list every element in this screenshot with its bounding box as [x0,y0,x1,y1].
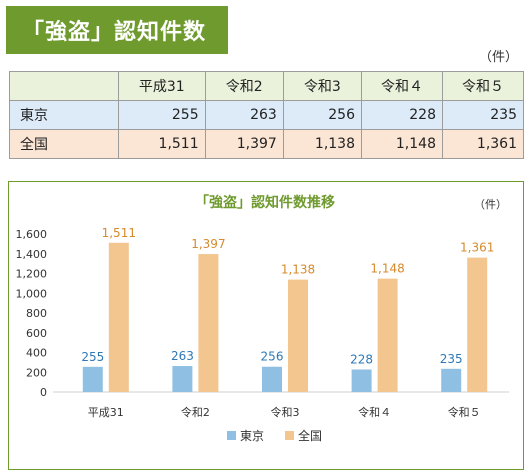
y-tick-label: 0 [40,386,47,399]
table-cell: 256 [282,100,363,130]
table-header-row: 平成31 令和2 令和3 令和４ 令和５ [9,71,525,101]
legend-swatch [227,431,236,440]
chart-panel: 「強盗」認知件数推移 （件） 0 200 400 600 800 1,000 1,200 1,… [8,181,524,470]
y-tick-label: 600 [26,327,47,340]
data-label: 228 [350,352,373,366]
data-label: 235 [440,352,463,366]
bars-group: 255 263 256 228 235 1,511 1,397 1,138 1,148 1,361 [81,226,494,392]
table-cell: 255 [118,100,206,130]
x-tick-label: 令和3 [271,405,300,419]
x-tick-label: 令和４ [358,405,391,419]
column-header: 平成31 [118,71,206,101]
data-label: 256 [261,350,284,364]
y-tick-label: 200 [26,366,47,379]
table-unit-label: （件） [478,50,518,65]
table-row-tokyo: 東京 255 263 256 228 235 [9,100,525,130]
column-header: 令和５ [441,71,525,101]
data-label: 1,361 [460,241,494,255]
data-label: 255 [81,350,104,364]
chart-title: 「強盗」認知件数推移 [195,194,335,211]
bar-national [467,257,488,392]
y-tick-label: 1,000 [16,287,48,300]
table-corner-cell [9,71,119,101]
bar-tokyo [262,366,282,392]
bar-tokyo [82,366,103,392]
y-axis: 0 200 400 600 800 1,000 1,200 1,400 1,600 [16,228,509,399]
legend-label: 東京 [240,429,264,443]
y-tick-label: 400 [26,347,47,360]
x-tick-label: 平成31 [88,406,124,419]
x-tick-label: 令和５ [448,405,481,419]
legend-swatch [285,431,294,440]
chart-unit-label: （件） [474,198,507,211]
bar-tokyo [351,369,372,392]
y-tick-label: 1,200 [16,268,48,281]
data-label: 1,511 [102,226,136,240]
x-tick-label: 令和2 [181,405,210,419]
bar-national [108,242,129,392]
bar-national [377,278,398,392]
table-cell: 1,361 [441,129,525,159]
bar-tokyo [172,366,193,392]
data-label: 263 [171,349,194,363]
row-label: 東京 [9,100,119,130]
summary-table: 平成31 令和2 令和3 令和４ 令和５ 東京 255 263 256 228 … [9,71,525,159]
table-cell: 228 [361,100,443,130]
table-cell: 235 [441,100,525,130]
page-title: 「強盗」認知件数 [6,6,228,54]
y-tick-label: 1,400 [16,248,48,261]
y-tick-label: 1,600 [16,228,48,241]
bar-tokyo [441,368,462,392]
column-header: 令和3 [282,71,363,101]
table-cell: 1,138 [282,129,363,159]
table-cell: 1,511 [118,129,206,159]
legend-label: 全国 [298,428,322,443]
data-label: 1,138 [281,263,315,277]
legend: 東京 全国 [227,428,322,443]
bar-national [288,279,308,392]
table-cell: 1,397 [204,129,284,159]
bar-chart: 「強盗」認知件数推移 （件） 0 200 400 600 800 1,000 1,200 1,… [16,194,509,443]
data-label: 1,148 [370,262,404,276]
table-cell: 263 [204,100,284,130]
column-header: 令和2 [204,71,284,101]
y-tick-label: 800 [26,307,47,320]
data-label: 1,397 [191,237,225,251]
column-header: 令和４ [361,71,443,101]
table-row-national: 全国 1,511 1,397 1,138 1,148 1,361 [9,129,525,159]
table-cell: 1,148 [361,129,443,159]
row-label: 全国 [9,129,119,159]
bar-national [198,254,219,392]
x-axis: 平成31 令和2 令和3 令和４ 令和５ [88,405,481,419]
